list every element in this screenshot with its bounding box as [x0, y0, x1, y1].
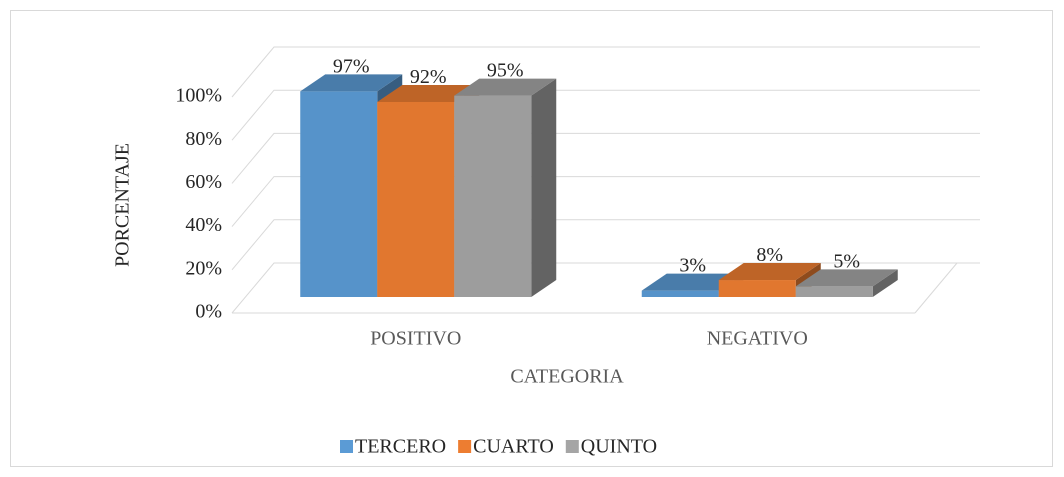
y-axis-label: PORCENTAJE: [112, 143, 134, 267]
bar-face: [300, 74, 403, 92]
grid-line: [231, 176, 980, 227]
floor-edge: [914, 262, 958, 314]
bar-face: [641, 273, 744, 291]
data-label: 97%: [333, 55, 370, 77]
bar-face: [377, 101, 455, 298]
bar: [454, 78, 557, 297]
legend-swatch: [565, 440, 579, 453]
bar: [795, 269, 898, 297]
bar-face: [718, 280, 796, 297]
data-label: 92%: [410, 66, 447, 88]
y-tick-label: 20%: [185, 257, 222, 279]
data-label: 5%: [833, 250, 860, 272]
bar-face: [641, 290, 719, 297]
bar-face: [795, 269, 898, 287]
bar-face: [718, 263, 821, 281]
data-label: 8%: [756, 244, 783, 266]
bar-face: [377, 84, 480, 102]
grid-line: [231, 132, 980, 184]
y-tick-label: 60%: [185, 171, 222, 193]
bar-face: [872, 269, 898, 297]
y-tick-label: 80%: [185, 128, 222, 150]
grid-line: [231, 262, 980, 314]
data-label: 95%: [487, 60, 524, 82]
bar-face: [300, 91, 378, 297]
bar-face: [454, 78, 557, 96]
bar-face: [795, 286, 873, 297]
bar-face: [454, 95, 532, 297]
grid-line: [231, 219, 980, 271]
grid-line: [231, 46, 980, 98]
bar-face: [531, 78, 557, 297]
data-label: 3%: [679, 255, 706, 277]
y-tick-label: 100%: [175, 85, 222, 107]
legend-label: QUINTO: [581, 436, 657, 458]
grid-line: [231, 89, 980, 141]
x-axis-label: CATEGORIA: [510, 366, 624, 388]
legend-label: CUARTO: [473, 436, 554, 458]
legend-swatch: [340, 440, 353, 453]
x-tick-label: POSITIVO: [370, 328, 461, 350]
legend-label: TERCERO: [355, 436, 446, 458]
x-tick-label: NEGATIVO: [707, 328, 808, 350]
y-tick-label: 0%: [195, 301, 222, 323]
legend-swatch: [458, 440, 472, 453]
y-tick-label: 40%: [185, 214, 222, 236]
